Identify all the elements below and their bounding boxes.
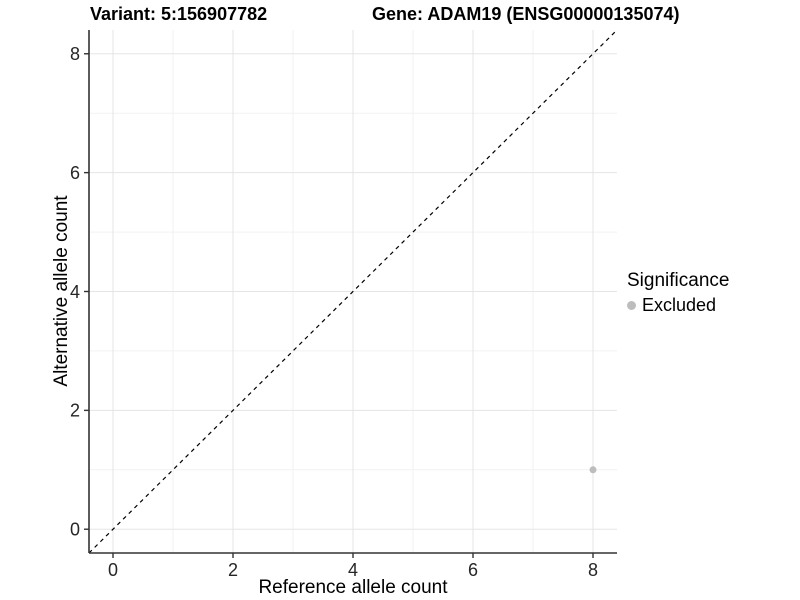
- y-tick-label: 4: [70, 282, 80, 302]
- y-tick-label: 6: [70, 163, 80, 183]
- legend-point-swatch: [627, 301, 636, 310]
- legend-item-excluded: Excluded: [627, 295, 729, 316]
- y-tick-label: 8: [70, 44, 80, 64]
- x-axis-title: Reference allele count: [258, 577, 448, 598]
- legend-title: Significance: [627, 270, 730, 291]
- x-tick-label: 8: [588, 560, 598, 580]
- x-tick-label: 2: [228, 560, 238, 580]
- x-tick-label: 0: [108, 560, 118, 580]
- identity-line: [88, 29, 618, 554]
- y-tick-label: 2: [70, 401, 80, 421]
- y-tick-label: 0: [70, 520, 80, 540]
- x-tick-label: 4: [348, 560, 358, 580]
- data-point: [589, 466, 597, 474]
- variant-title: Variant: 5:156907782: [90, 4, 268, 24]
- x-tick-label: 6: [468, 560, 478, 580]
- legend: Significance Excluded: [627, 270, 729, 316]
- legend-item-label: Excluded: [642, 295, 717, 315]
- gene-title: Gene: ADAM19 (ENSG00000135074): [372, 4, 680, 24]
